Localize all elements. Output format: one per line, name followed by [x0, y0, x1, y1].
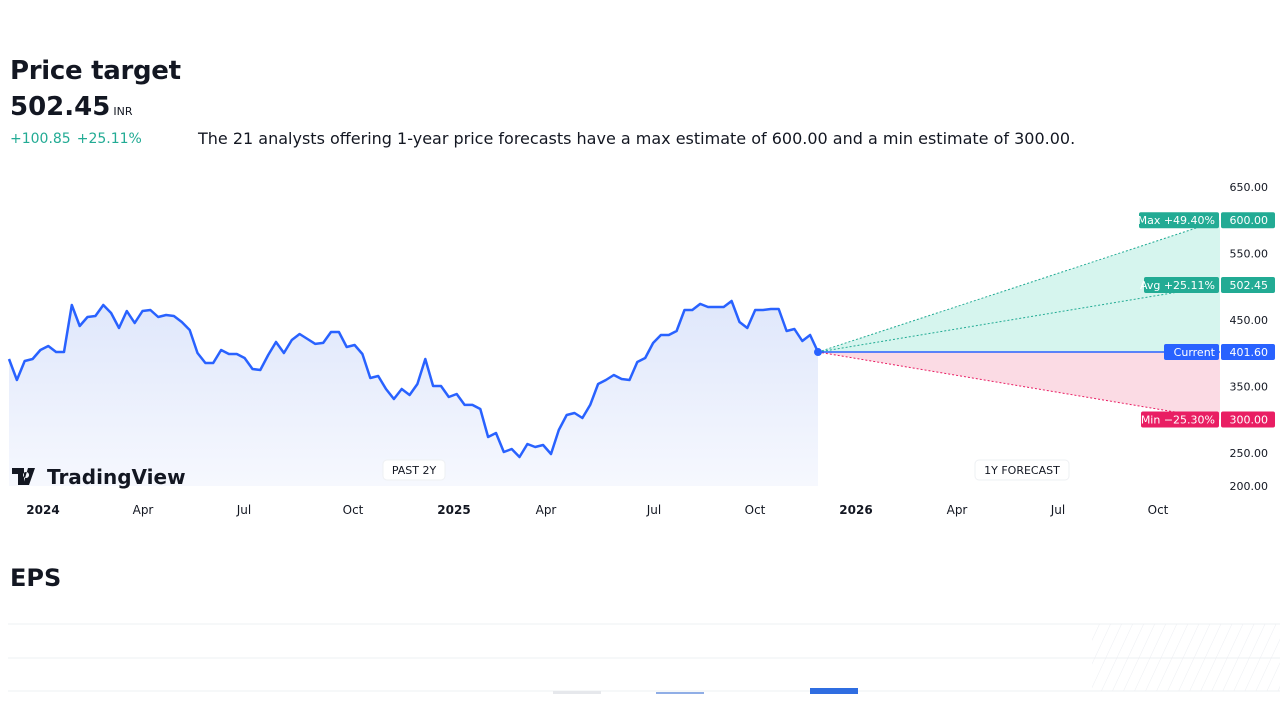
x-tick-label: 2025	[437, 503, 470, 517]
avg-tag-box	[1144, 277, 1219, 294]
forecast-period-badge: 1Y FORECAST	[974, 459, 1070, 481]
x-tick-label: Apr	[947, 503, 968, 517]
x-tick-label: Jul	[646, 503, 661, 517]
min-value-label: 300.00	[1230, 414, 1269, 427]
x-tick-label: Jul	[236, 503, 251, 517]
y-tick-label: 450.00	[1230, 314, 1269, 327]
change-abs: +100.85	[10, 131, 71, 147]
eps-future-hatch	[1092, 624, 1280, 691]
x-tick-label: 2024	[26, 503, 59, 517]
max-forecast-line	[817, 219, 1221, 353]
eps-bar	[656, 692, 704, 694]
y-tick-label: 650.00	[1230, 181, 1269, 194]
min-value-box	[1221, 411, 1275, 428]
eps-title: EPS	[10, 564, 62, 592]
y-tick-label: 550.00	[1230, 247, 1269, 260]
past-period-badge: PAST 2Y	[382, 459, 446, 481]
eps-bar	[810, 688, 858, 694]
price-change: +100.85 +25.11%	[10, 131, 148, 147]
y-tick-label: 200.00	[1230, 480, 1269, 493]
tradingview-logo-text: TradingView	[47, 465, 186, 489]
max-value-box	[1221, 212, 1275, 229]
current-price-marker	[814, 348, 822, 357]
current-value-box	[1221, 344, 1275, 361]
tradingview-logo-icon	[12, 468, 35, 485]
forecast-description: The 21 analysts offering 1-year price fo…	[198, 129, 1076, 148]
avg-value-box	[1221, 277, 1275, 294]
currency-label: INR	[113, 105, 133, 118]
current-tag-box	[1164, 344, 1219, 361]
eps-chart	[8, 623, 1280, 694]
y-tick-label: 250.00	[1230, 447, 1269, 460]
tradingview-logo: TradingView	[12, 465, 186, 489]
x-tick-label: Jul	[1050, 503, 1065, 517]
price-line	[7, 299, 820, 459]
y-tick-label: 350.00	[1230, 380, 1269, 393]
price-area-fill	[9, 301, 818, 486]
x-tick-label: Oct	[1148, 503, 1169, 517]
x-tick-label: Oct	[343, 503, 364, 517]
eps-bar	[553, 691, 601, 694]
avg-tag-label: Avg +25.11%	[1140, 279, 1215, 292]
past-period-label: PAST 2Y	[392, 464, 437, 477]
page-title: Price target	[10, 56, 181, 86]
x-tick-label: 2026	[839, 503, 872, 517]
x-tick-label: Oct	[745, 503, 766, 517]
x-tick-label: Apr	[133, 503, 154, 517]
current-value-label: 401.60	[1230, 346, 1269, 359]
max-value-label: 600.00	[1230, 214, 1269, 227]
avg-value-label: 502.45	[1230, 279, 1269, 292]
max-tag-label: Max +49.40%	[1138, 214, 1215, 227]
max-tag-box	[1139, 212, 1219, 229]
change-pct: +25.11%	[76, 131, 142, 147]
price-target-value: 502.45 INR	[10, 92, 132, 122]
price-value: 502.45	[10, 92, 111, 122]
min-tag-box	[1141, 411, 1219, 428]
x-tick-label: Apr	[536, 503, 557, 517]
min-tag-label: Min −25.30%	[1141, 414, 1215, 427]
current-tag-label: Current	[1174, 346, 1216, 359]
forecast-period-label: 1Y FORECAST	[984, 464, 1060, 477]
